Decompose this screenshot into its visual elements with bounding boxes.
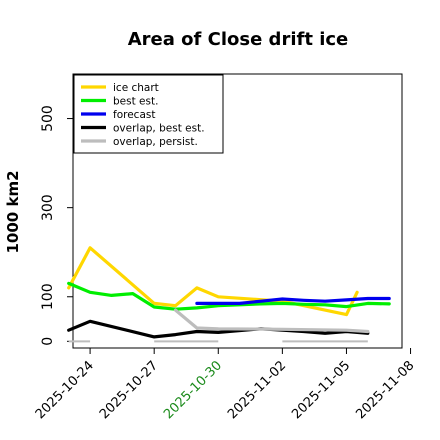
legend-label: best est. <box>113 96 158 108</box>
series-line-forecast <box>195 296 391 305</box>
x-tick-label: 2025-11-05 <box>289 358 353 422</box>
x-tick-label: 2025-11-08 <box>353 358 417 422</box>
y-tick-label: 100 <box>40 283 56 310</box>
x-tick-label: 2025-11-02 <box>225 358 289 422</box>
legend-label: overlap, persist. <box>113 136 198 148</box>
series-line-best-est <box>67 281 391 311</box>
y-axis: 0 100 300 500 <box>40 105 73 346</box>
y-axis-label: 1000 km2 <box>4 170 22 253</box>
legend: ice chart best est.forecast overlap, best … <box>73 74 224 154</box>
series-line-overlap-persist <box>173 308 370 334</box>
series-line-ice-chart <box>67 246 359 317</box>
legend-label: overlap, best est. <box>113 123 205 135</box>
plot-area <box>72 73 403 349</box>
y-tick-label: 300 <box>40 194 56 221</box>
legend-label: ice chart <box>113 82 159 94</box>
chart-title: Area of Close drift ice <box>128 29 349 50</box>
x-tick-label: 2025-10-27 <box>97 358 161 422</box>
legend-label: forecast <box>113 109 155 121</box>
x-tick-label: 2025-10-24 <box>33 358 97 422</box>
series-group <box>67 246 391 343</box>
y-tick-label: 0 <box>40 337 56 346</box>
y-tick-label: 500 <box>40 105 56 132</box>
x-axis: 2025-10-24 2025-10-27 2025-10-30 2025-11-02… <box>33 348 417 422</box>
series-line-overlap-best-est <box>67 319 370 339</box>
x-tick-label: 2025-10-30 <box>161 358 225 422</box>
